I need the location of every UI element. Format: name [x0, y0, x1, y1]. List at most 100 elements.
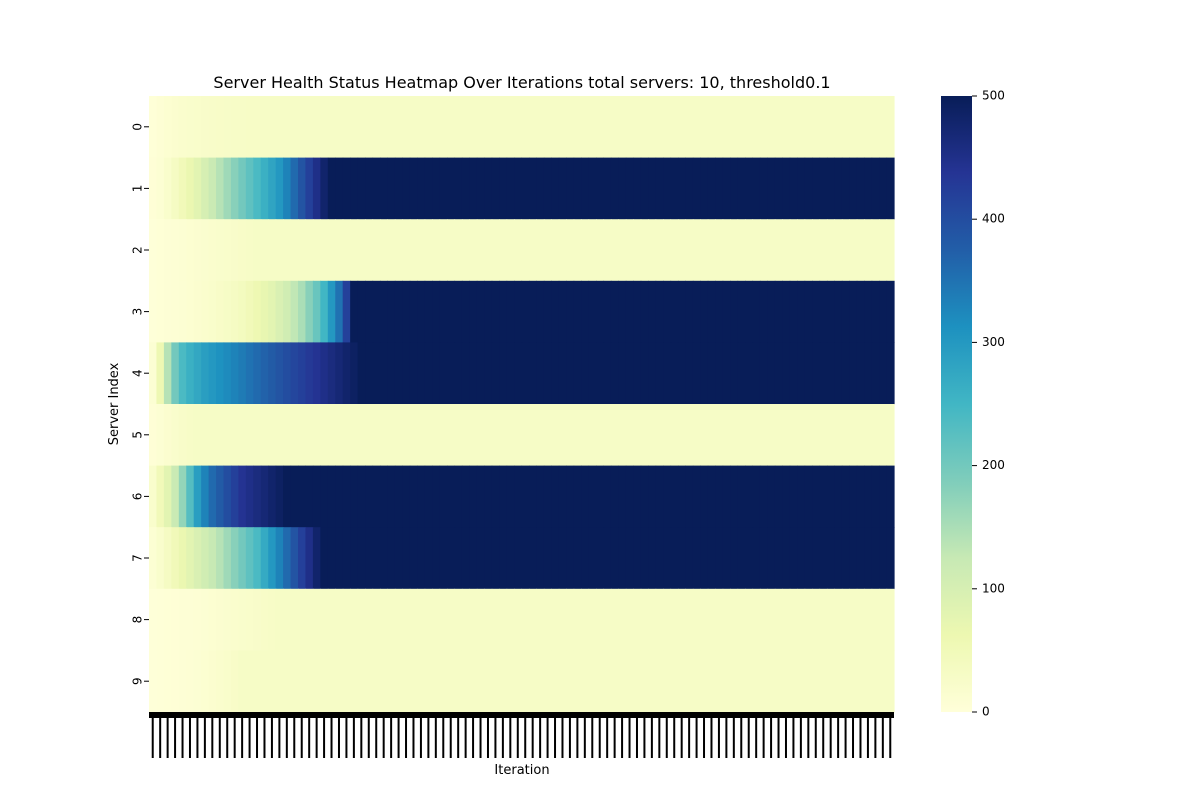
heatmap-cell — [707, 342, 716, 405]
heatmap-cell — [312, 465, 321, 528]
heatmap-cell — [193, 157, 202, 220]
heatmap-cell — [469, 527, 478, 590]
heatmap-cell — [767, 219, 776, 282]
heatmap-cell — [372, 280, 381, 343]
heatmap-cell — [745, 465, 754, 528]
row-tick-label: 8 — [131, 616, 145, 624]
heatmap-cell — [618, 465, 627, 528]
heatmap-cell — [879, 404, 888, 467]
heatmap-cell — [305, 650, 314, 713]
heatmap-cell — [216, 527, 225, 590]
heatmap-cell — [812, 342, 821, 405]
heatmap-cell — [156, 157, 165, 220]
heatmap-cell — [402, 650, 411, 713]
heatmap-cell — [886, 157, 895, 220]
heatmap-cell — [447, 527, 456, 590]
heatmap-cell — [826, 404, 835, 467]
heatmap-cell — [715, 527, 724, 590]
heatmap-cell — [812, 219, 821, 282]
heatmap-cell — [208, 157, 217, 220]
heatmap-cell — [804, 219, 813, 282]
heatmap-cell — [149, 404, 158, 467]
heatmap-cell — [648, 588, 657, 651]
heatmap-cell — [230, 342, 239, 405]
heatmap-cell — [886, 404, 895, 467]
heatmap-cell — [752, 465, 761, 528]
heatmap-cell — [536, 157, 545, 220]
heatmap-cell — [409, 404, 418, 467]
heatmap-cell — [201, 588, 210, 651]
heatmap-cell — [417, 157, 426, 220]
heatmap-cell — [417, 404, 426, 467]
heatmap-cell — [536, 280, 545, 343]
heatmap-cell — [342, 404, 351, 467]
heatmap-cell — [573, 404, 582, 467]
heatmap-cell — [879, 96, 888, 159]
heatmap-cell — [581, 588, 590, 651]
heatmap-cell — [804, 404, 813, 467]
heatmap-cell — [745, 588, 754, 651]
heatmap-cell — [558, 219, 567, 282]
heatmap-cell — [707, 404, 716, 467]
heatmap-cell — [551, 527, 560, 590]
heatmap-cell — [424, 527, 433, 590]
heatmap-cell — [581, 465, 590, 528]
heatmap-cell — [618, 527, 627, 590]
heatmap-cell — [715, 219, 724, 282]
heatmap-cell — [350, 280, 359, 343]
heatmap-cell — [193, 465, 202, 528]
heatmap-cell — [312, 588, 321, 651]
heatmap-cell — [879, 588, 888, 651]
heatmap-cell — [499, 342, 508, 405]
heatmap-cell — [216, 157, 225, 220]
heatmap-cell — [797, 342, 806, 405]
heatmap-cell — [447, 157, 456, 220]
heatmap-cell — [663, 650, 672, 713]
heatmap-cell — [797, 219, 806, 282]
heatmap-cell — [774, 404, 783, 467]
heatmap-cell — [685, 404, 694, 467]
heatmap-cell — [253, 96, 262, 159]
heatmap-cell — [186, 157, 195, 220]
heatmap-cell — [514, 96, 523, 159]
heatmap-cell — [350, 219, 359, 282]
heatmap-cell — [730, 342, 739, 405]
heatmap-cell — [812, 465, 821, 528]
heatmap-cell — [454, 588, 463, 651]
heatmap-cell — [886, 342, 895, 405]
heatmap-cell — [506, 219, 515, 282]
heatmap-cell — [260, 342, 269, 405]
heatmap-cell — [387, 404, 396, 467]
heatmap-cell — [379, 219, 388, 282]
heatmap-cell — [357, 650, 366, 713]
heatmap-cell — [417, 650, 426, 713]
heatmap-cell — [610, 404, 619, 467]
heatmap-cell — [536, 465, 545, 528]
heatmap-cell — [417, 588, 426, 651]
heatmap-cell — [596, 527, 605, 590]
heatmap-cell — [588, 650, 597, 713]
heatmap-cell — [216, 342, 225, 405]
heatmap-cell — [514, 404, 523, 467]
heatmap-cell — [461, 588, 470, 651]
heatmap-cell — [633, 280, 642, 343]
heatmap-cell — [618, 404, 627, 467]
heatmap-cell — [365, 280, 374, 343]
heatmap-cell — [722, 96, 731, 159]
heatmap-cell — [528, 96, 537, 159]
heatmap-cell — [752, 280, 761, 343]
heatmap-cell — [648, 280, 657, 343]
heatmap-cell — [193, 527, 202, 590]
heatmap-cell — [454, 650, 463, 713]
heatmap-cell — [566, 219, 575, 282]
heatmap-cell — [238, 342, 247, 405]
heatmap-cell — [387, 157, 396, 220]
heatmap-cell — [715, 404, 724, 467]
heatmap-cell — [230, 96, 239, 159]
heatmap-cell — [745, 219, 754, 282]
heatmap-cell — [841, 650, 850, 713]
heatmap-cell — [365, 219, 374, 282]
heatmap-cell — [782, 527, 791, 590]
heatmap-cell — [603, 96, 612, 159]
heatmap-cell — [216, 404, 225, 467]
